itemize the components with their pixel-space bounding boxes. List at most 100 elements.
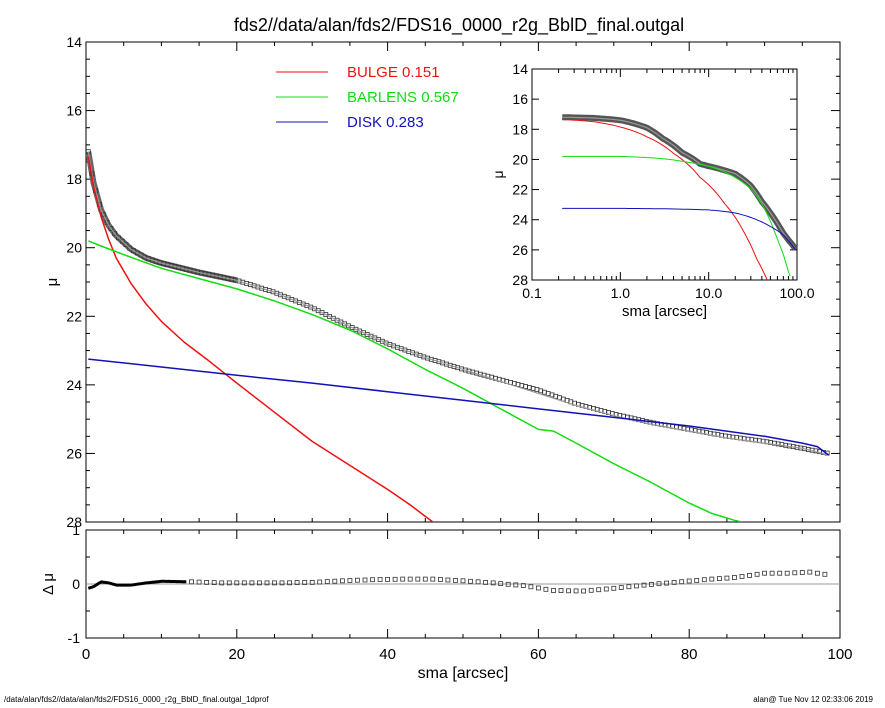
residual-dense-band <box>87 579 187 590</box>
main-ytick-label: 18 <box>66 171 82 187</box>
inset-bulge-line <box>562 119 768 280</box>
residual-point <box>558 588 564 593</box>
data-point <box>119 238 125 244</box>
residual-point <box>294 580 300 585</box>
residual-point <box>339 578 345 584</box>
residual-point <box>762 570 767 576</box>
data-point <box>123 242 129 248</box>
residual-point <box>211 580 217 585</box>
residual-ytick-label: 1 <box>72 522 80 538</box>
barlens-line <box>88 240 743 522</box>
inset-ytick-label: 20 <box>512 151 528 167</box>
residual-point <box>324 579 330 584</box>
disk-line <box>88 358 830 456</box>
residual-xlabel: sma [arcsec] <box>418 665 509 682</box>
residual-point <box>777 570 783 576</box>
main-series-group <box>86 149 830 522</box>
residual-point <box>664 580 669 586</box>
residual-xtick-label: 80 <box>681 646 698 663</box>
inset-disk-line <box>562 207 796 250</box>
residual-xtick-label: 20 <box>228 646 245 663</box>
bulge-line <box>87 156 434 522</box>
residual-point <box>317 579 323 585</box>
residual-point <box>626 584 632 590</box>
inset-model-line <box>562 116 796 250</box>
footer-file-path: /data/alan/fds2//data/alan/fds2/FDS16_00… <box>4 695 269 704</box>
residual-point <box>520 583 526 588</box>
residual-point <box>747 573 752 578</box>
inset-ytick-label: 22 <box>512 182 528 198</box>
residual-point <box>468 578 473 584</box>
residual-point <box>784 570 790 576</box>
residual-point <box>792 570 798 576</box>
residual-point <box>739 574 745 579</box>
residual-point <box>807 569 813 575</box>
main-ytick-label: 20 <box>66 240 82 256</box>
residual-xtick-label: 0 <box>82 646 90 663</box>
residual-point <box>302 580 308 585</box>
legend-label-disk: DISK 0.283 <box>347 114 424 131</box>
inset-panel: 14 16 18 20 22 24 26 280.1 1.0 10.0 100.0 μ sma [arc… <box>490 61 815 320</box>
inset-ytick-label: 16 <box>512 91 528 107</box>
main-ytick-label: 28 <box>66 514 82 530</box>
inset-xtick-label: 1.0 <box>611 285 631 301</box>
data-point <box>127 245 133 251</box>
residual-point <box>347 578 353 583</box>
residual-point <box>226 580 232 586</box>
chart-title: fds2//data/alan/fds2/FDS16_0000_r2g_BblD… <box>234 15 684 36</box>
residual-point <box>437 577 443 582</box>
inset-plot-frame <box>531 68 798 281</box>
residual-point <box>649 582 654 587</box>
inset-ytick-label: 24 <box>512 212 528 228</box>
residual-point <box>732 575 737 580</box>
residual-point <box>204 580 210 585</box>
residual-ytick-label: -1 <box>68 630 81 646</box>
inset-ytick-label: 26 <box>512 242 528 258</box>
residual-point <box>475 579 481 585</box>
inset-xtick-label: 10.0 <box>695 285 722 301</box>
footer-timestamp: alan@ Tue Nov 12 02:33:06 2019 <box>753 695 873 704</box>
residual-xtick-label: 60 <box>530 646 547 663</box>
residual-point <box>536 585 541 591</box>
residual-point <box>392 576 398 582</box>
residual-point <box>219 580 225 586</box>
main-ylabel: μ <box>44 278 61 287</box>
model-line <box>87 151 829 456</box>
residual-point <box>656 581 662 587</box>
residual-point <box>566 588 571 594</box>
residual-point <box>287 580 293 586</box>
residual-point <box>634 583 639 589</box>
residual-point <box>445 577 451 583</box>
residual-point <box>490 580 496 586</box>
inset-xtick-label: 100.0 <box>779 285 814 301</box>
data-point <box>108 226 114 231</box>
residual-point <box>309 580 315 585</box>
residual-point <box>196 579 202 585</box>
residual-point <box>573 588 579 594</box>
inset-ylabel: μ <box>490 170 506 178</box>
inset-xtick-label: 0.1 <box>522 285 542 301</box>
residual-point <box>505 581 511 587</box>
residual-point <box>249 580 255 586</box>
residual-point <box>618 585 624 590</box>
residual-point <box>611 585 617 591</box>
main-ytick-label: 16 <box>66 103 82 119</box>
inset-ytick-label: 14 <box>512 61 528 77</box>
model-band <box>86 151 238 284</box>
inset-ytick-label: 18 <box>512 121 528 137</box>
residual-point <box>256 580 262 586</box>
residual-point <box>596 587 602 593</box>
residual-xtick-label: 40 <box>379 646 396 663</box>
inset-ytick-label: 28 <box>512 272 528 288</box>
residual-point <box>769 570 775 576</box>
main-ytick-label: 14 <box>66 34 82 50</box>
residual-point <box>370 577 375 583</box>
residual-point <box>241 580 247 586</box>
residual-point <box>385 577 391 582</box>
residual-point <box>641 582 647 588</box>
residual-point <box>543 586 549 592</box>
residual-point <box>400 576 406 582</box>
residual-point <box>694 578 700 583</box>
